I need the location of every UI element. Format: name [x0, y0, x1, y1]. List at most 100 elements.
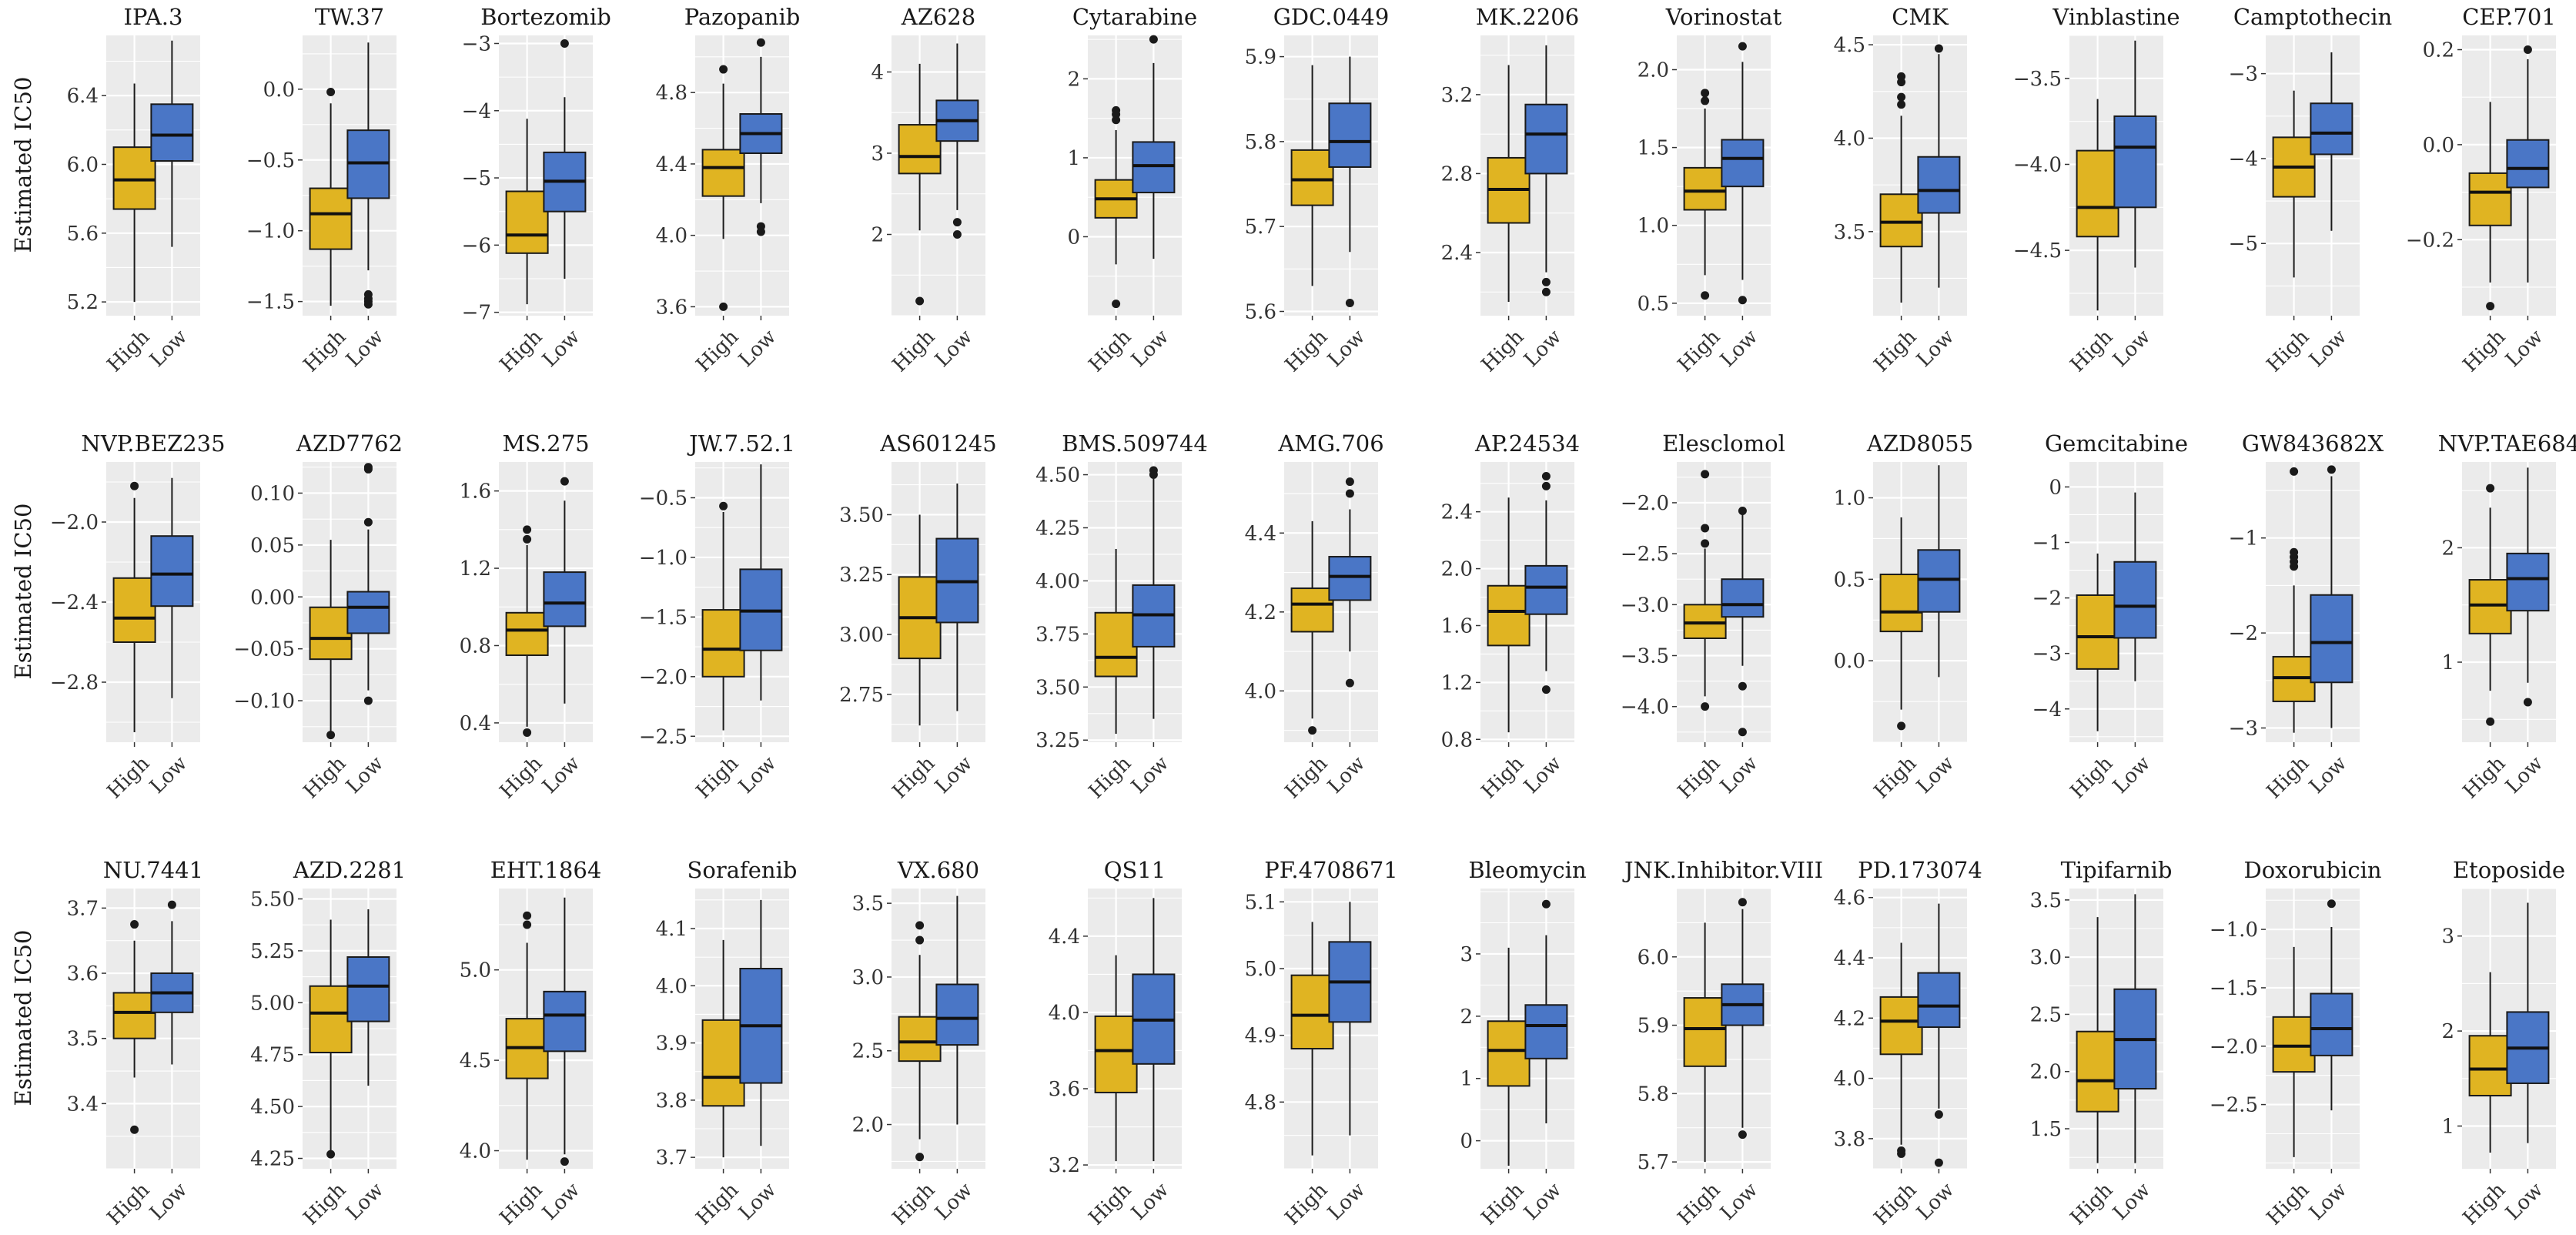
box-iqr: [1290, 974, 1334, 1049]
y-tick-label: −2.4: [50, 591, 99, 614]
y-tick-label: 0: [2049, 476, 2062, 499]
y-tick-label: −3: [2032, 643, 2062, 666]
x-tick-label: High: [299, 325, 351, 377]
box-iqr: [346, 956, 390, 1022]
x-tick-label: High: [1281, 1178, 1333, 1230]
y-tick-label: 2.0: [2030, 1061, 2062, 1084]
box-iqr: [701, 1019, 745, 1107]
x-tick-label: Low: [1520, 1179, 1566, 1225]
y-tick-label: 3.9: [656, 1033, 687, 1056]
outlier-point: [1897, 721, 1906, 731]
outlier-point: [523, 525, 532, 534]
box-low: [543, 38, 587, 279]
y-tick-label: 3.8: [656, 1089, 687, 1113]
box-low: [1132, 466, 1176, 719]
y-tick-label: −3.0: [1621, 594, 1669, 617]
y-tick-label: 5.9: [1638, 1015, 1669, 1038]
x-tick-label: Low: [1912, 752, 1959, 798]
box-high: [1290, 520, 1334, 735]
box-low: [150, 477, 194, 698]
box-iqr: [2076, 149, 2119, 238]
outlier-point: [523, 920, 532, 929]
y-tick-label: 3.00: [839, 624, 884, 647]
y-tick-label: 0: [1067, 226, 1080, 249]
outlier-point: [1738, 42, 1747, 51]
box-low: [739, 38, 783, 236]
box-iqr: [1879, 193, 1923, 248]
outlier-point: [1308, 726, 1317, 735]
x-tick-label: High: [2066, 325, 2118, 377]
box-iqr: [1524, 103, 1568, 175]
y-tick-label: 4.2: [1245, 601, 1276, 624]
outlier-point: [1701, 96, 1710, 105]
y-tick-label: 1.0: [1834, 487, 1865, 510]
x-tick-label: Low: [1520, 326, 1566, 372]
x-tick-label: High: [692, 751, 744, 803]
outlier-point: [2523, 698, 2532, 707]
outlier-point: [1738, 296, 1747, 305]
y-axis-label-row-3: Estimated IC50: [10, 930, 36, 1106]
box-iqr: [150, 535, 194, 607]
y-tick-label: 3.25: [839, 564, 884, 587]
panel-title: AS601245: [879, 430, 997, 457]
x-tick-label: Low: [146, 326, 192, 372]
y-tick-label: 1.2: [460, 557, 491, 581]
box-iqr: [112, 146, 156, 210]
y-tick-label: −3: [2229, 63, 2258, 86]
outlier-point: [1345, 298, 1354, 307]
y-tick-label: −2.0: [1621, 492, 1669, 515]
outlier-point: [1897, 1149, 1906, 1158]
box-low: [2113, 492, 2157, 681]
y-tick-label: 2: [1460, 1006, 1473, 1029]
panel-title: AP.24534: [1474, 430, 1580, 457]
x-tick-label: Low: [2109, 326, 2155, 372]
y-tick-label: 0.05: [250, 534, 295, 557]
y-tick-label: −1.5: [639, 606, 687, 629]
panel-title: AZD.2281: [293, 857, 406, 883]
outlier-point: [560, 38, 569, 48]
outlier-point: [363, 696, 373, 705]
y-tick-label: 3.0: [2030, 946, 2062, 969]
y-tick-label: 5.0: [460, 959, 491, 982]
y-tick-label: 4.1: [656, 918, 687, 941]
box-high: [1487, 947, 1531, 1166]
outlier-point: [1345, 477, 1354, 487]
y-tick-label: 4.0: [1834, 1068, 1865, 1091]
y-tick-label: 4.6: [1834, 887, 1865, 910]
panel-title: VX.680: [897, 857, 979, 883]
panel-title: MS.275: [502, 430, 589, 457]
y-tick-label: 4.25: [1035, 517, 1080, 540]
box-high: [1487, 497, 1531, 733]
panel-title: NU.7441: [103, 857, 203, 883]
y-tick-label: 3.6: [656, 296, 687, 319]
x-tick-label: Low: [342, 326, 388, 372]
outlier-point: [167, 900, 176, 909]
panel-title: JNK.Inhibitor.VIII: [1622, 857, 1823, 883]
panel-title: BMS.509744: [1062, 430, 1208, 457]
outlier-point: [1541, 685, 1551, 694]
box-high: [2272, 946, 2316, 1157]
y-tick-label: 1: [2441, 1115, 2454, 1138]
box-iqr: [2076, 594, 2119, 670]
y-tick-label: 6.0: [67, 153, 99, 176]
y-tick-label: 2.5: [2030, 1003, 2062, 1026]
box-high: [701, 501, 745, 731]
y-tick-label: −0.5: [246, 149, 295, 172]
box-low: [150, 40, 194, 247]
y-tick-label: 4.0: [1049, 1002, 1080, 1025]
outlier-point: [915, 921, 925, 930]
y-tick-label: −1.0: [246, 220, 295, 243]
box-iqr: [701, 609, 745, 678]
outlier-point: [1541, 481, 1551, 490]
box-high: [2272, 467, 2316, 733]
y-tick-label: −2.5: [1621, 543, 1669, 566]
box-high: [309, 540, 353, 740]
x-tick-label: High: [299, 1178, 351, 1230]
y-tick-label: 3.50: [1035, 676, 1080, 699]
